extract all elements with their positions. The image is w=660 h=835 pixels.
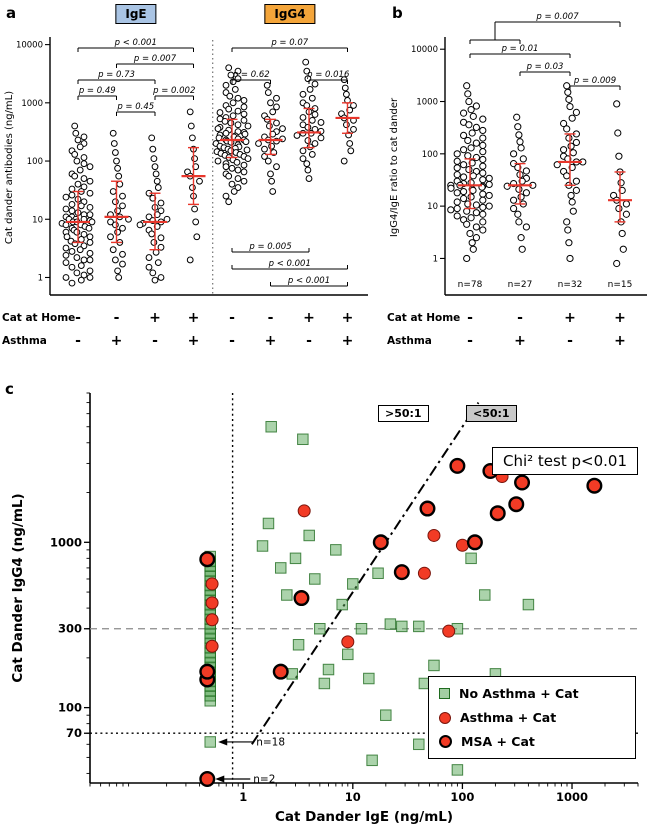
panel-b-chart: 1 10 100 1000 10000 IgG4/IgE ratio to cat dan…	[387, 12, 647, 349]
svg-text:p = 0.07: p = 0.07	[270, 38, 308, 48]
svg-text:100: 100	[450, 790, 474, 804]
svg-text:-: -	[75, 333, 81, 349]
svg-text:p < 0.001: p < 0.001	[287, 276, 330, 286]
svg-text:300: 300	[58, 622, 82, 636]
svg-text:10000: 10000	[16, 41, 43, 51]
ige-badge: IgE	[115, 4, 157, 24]
svg-text:+: +	[614, 333, 626, 349]
svg-text:1000: 1000	[50, 535, 82, 549]
svg-text:+: +	[188, 333, 200, 349]
svg-text:+: +	[342, 310, 354, 326]
svg-text:n=27: n=27	[508, 280, 533, 290]
red-circle-marker-icon	[439, 711, 451, 724]
svg-text:-: -	[306, 333, 312, 349]
panel-b-letter: b	[392, 4, 403, 22]
svg-text:Cat Dander IgE (ng/mL): Cat Dander IgE (ng/mL)	[275, 809, 453, 825]
legend-item-asthma-cat: Asthma + Cat	[439, 710, 625, 725]
legend-label: Asthma + Cat	[460, 710, 557, 725]
svg-text:p = 0.62: p = 0.62	[232, 70, 270, 80]
svg-text:-: -	[229, 333, 235, 349]
svg-text:n=78: n=78	[458, 280, 483, 290]
outlined-red-circle-marker-icon	[439, 735, 452, 748]
svg-text:Asthma: Asthma	[387, 335, 432, 347]
svg-text:10: 10	[32, 215, 43, 225]
svg-text:100: 100	[27, 157, 43, 167]
svg-text:-: -	[467, 310, 473, 326]
svg-text:+: +	[342, 333, 354, 349]
svg-text:p = 0.007: p = 0.007	[535, 12, 579, 22]
svg-text:p = 0.01: p = 0.01	[501, 44, 539, 54]
svg-text:10: 10	[427, 202, 438, 212]
svg-text:1000: 1000	[21, 99, 43, 109]
legend-item-no-asthma-cat: No Asthma + Cat	[439, 686, 625, 701]
svg-text:1000: 1000	[556, 790, 588, 804]
svg-text:p = 0.73: p = 0.73	[97, 70, 135, 80]
ratio-region-label-gt50: >50:1	[378, 405, 429, 422]
svg-text:100: 100	[58, 701, 82, 715]
svg-text:p < 0.001: p < 0.001	[268, 259, 311, 269]
legend-item-msa-cat: MSA + Cat	[439, 734, 625, 749]
panel-a-letter: a	[6, 4, 17, 22]
svg-text:p < 0.001: p < 0.001	[114, 38, 157, 48]
svg-text:n=15: n=15	[608, 280, 633, 290]
svg-text:p = 0.002: p = 0.002	[152, 86, 195, 96]
svg-text:-: -	[152, 333, 158, 349]
svg-text:Cat at Home: Cat at Home	[387, 312, 460, 324]
svg-text:+: +	[188, 310, 200, 326]
svg-text:p = 0.009: p = 0.009	[573, 76, 616, 86]
green-square-marker-icon	[439, 688, 450, 699]
svg-text:n=18: n=18	[256, 736, 285, 748]
svg-text:+: +	[514, 333, 526, 349]
svg-text:-: -	[114, 310, 120, 326]
ratio-region-label-lt50: <50:1	[466, 405, 517, 422]
svg-text:Cat dander antibodies (ng/mL): Cat dander antibodies (ng/mL)	[4, 91, 15, 244]
svg-text:-: -	[268, 310, 274, 326]
svg-text:p = 0.016: p = 0.016	[306, 70, 350, 80]
svg-text:-: -	[567, 333, 573, 349]
svg-text:-: -	[517, 310, 523, 326]
svg-text:+: +	[614, 310, 626, 326]
svg-text:70: 70	[66, 726, 82, 740]
svg-text:+: +	[265, 333, 277, 349]
svg-text:p = 0.49: p = 0.49	[78, 86, 116, 96]
svg-text:n=32: n=32	[558, 280, 583, 290]
igg4-badge: IgG4	[264, 4, 316, 24]
svg-text:10000: 10000	[411, 45, 438, 55]
svg-text:p = 0.03: p = 0.03	[526, 62, 564, 72]
svg-text:Cat at Home: Cat at Home	[2, 312, 75, 324]
svg-text:p = 0.007: p = 0.007	[133, 54, 177, 64]
svg-text:n=2: n=2	[253, 774, 275, 786]
svg-text:p = 0.005: p = 0.005	[248, 242, 291, 252]
panel-c-chart: 1 10 100 1000 70 100 300 1000 Cat Dander IgE (ng…	[10, 392, 639, 825]
svg-text:Cat Dander IgG4 (ng/mL): Cat Dander IgG4 (ng/mL)	[10, 493, 26, 682]
panel-c-letter: c	[5, 380, 14, 398]
svg-text:p = 0.45: p = 0.45	[116, 102, 154, 112]
svg-text:1: 1	[38, 273, 43, 283]
svg-text:+: +	[303, 310, 315, 326]
svg-text:-: -	[229, 310, 235, 326]
svg-text:+: +	[564, 310, 576, 326]
panel-a-chart: 1 10 100 1000 10000 Cat dander antibodies (ng…	[2, 37, 368, 349]
svg-text:+: +	[149, 310, 161, 326]
svg-text:Asthma: Asthma	[2, 335, 47, 347]
svg-text:1000: 1000	[416, 98, 438, 108]
svg-text:1: 1	[239, 790, 247, 804]
svg-text:-: -	[467, 333, 473, 349]
svg-text:10: 10	[345, 790, 361, 804]
svg-text:100: 100	[422, 150, 438, 160]
legend-label: No Asthma + Cat	[459, 686, 579, 701]
svg-text:+: +	[111, 333, 123, 349]
svg-text:-: -	[75, 310, 81, 326]
panel-c-legend: No Asthma + Cat Asthma + Cat MSA + Cat	[428, 676, 636, 759]
chi-square-stat-box: Chi² test p<0.01	[492, 447, 638, 475]
svg-text:1: 1	[433, 254, 438, 264]
legend-label: MSA + Cat	[461, 734, 535, 749]
svg-text:IgG4/IgE ratio to cat dander: IgG4/IgE ratio to cat dander	[389, 97, 400, 237]
